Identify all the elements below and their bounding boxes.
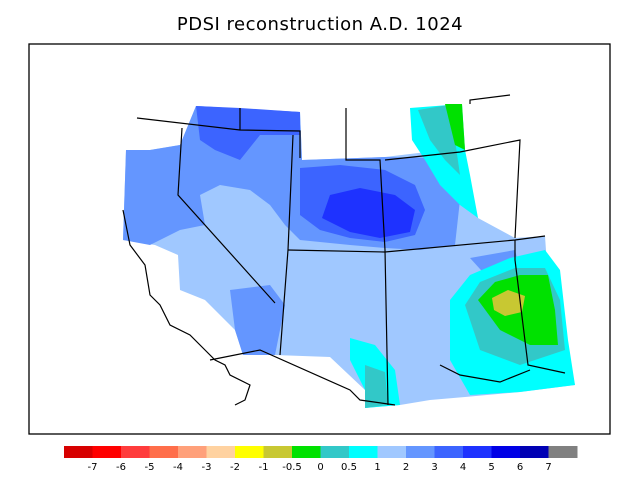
legend-swatch	[320, 446, 350, 458]
legend-label: 0	[317, 462, 323, 473]
boundary-lines	[122, 94, 566, 406]
legend-swatch	[206, 446, 236, 458]
legend-swatch	[520, 446, 549, 458]
legend-label: -2	[230, 462, 240, 473]
legend-label: 5	[488, 462, 494, 473]
legend-label: -5	[145, 462, 155, 473]
legend-swatch	[463, 446, 492, 458]
legend-label: 2	[403, 462, 409, 473]
pdsi-region-4	[196, 106, 300, 160]
legend-label: -4	[173, 462, 183, 473]
legend-label: 0.5	[341, 462, 357, 473]
legend-swatch	[406, 446, 435, 458]
pdsi-region-5	[322, 188, 415, 238]
legend-label: -3	[202, 462, 212, 473]
legend-label: -7	[88, 462, 98, 473]
pdsi-region-3b	[230, 285, 285, 355]
color-legend: -7 -6 -5 -4 -3 -2 -1 -0.5 0 0.5 1 2 3 4 5 6 7	[64, 446, 578, 473]
pdsi-region-teal-ne	[418, 105, 460, 175]
legend-swatch	[377, 446, 407, 458]
legend-swatch	[92, 446, 122, 458]
legend-label: 7	[545, 462, 551, 473]
legend-label: 6	[517, 462, 523, 473]
legend-label: -6	[116, 462, 126, 473]
legend-swatch	[263, 446, 293, 458]
legend-swatch	[178, 446, 207, 458]
map-frame	[28, 43, 611, 435]
legend-swatch	[149, 446, 179, 458]
legend-swatch	[235, 446, 264, 458]
pdsi-region-teal-s	[365, 365, 388, 408]
legend-label: 4	[460, 462, 466, 473]
pdsi-region-olive-se	[492, 290, 525, 316]
legend-swatch	[349, 446, 378, 458]
map-title: PDSI reconstruction A.D. 1024	[176, 14, 464, 35]
legend-swatch	[64, 446, 93, 458]
legend-swatch	[491, 446, 521, 458]
legend-label: -0.5	[282, 462, 302, 473]
legend-swatch	[548, 446, 578, 458]
legend-swatch	[434, 446, 464, 458]
legend-swatch	[121, 446, 150, 458]
legend-label: 1	[374, 462, 380, 473]
legend-label: -1	[259, 462, 269, 473]
legend-swatch	[292, 446, 321, 458]
legend-label: 3	[431, 462, 437, 473]
pdsi-field	[123, 104, 575, 408]
pdsi-region-green-ne	[445, 104, 465, 150]
